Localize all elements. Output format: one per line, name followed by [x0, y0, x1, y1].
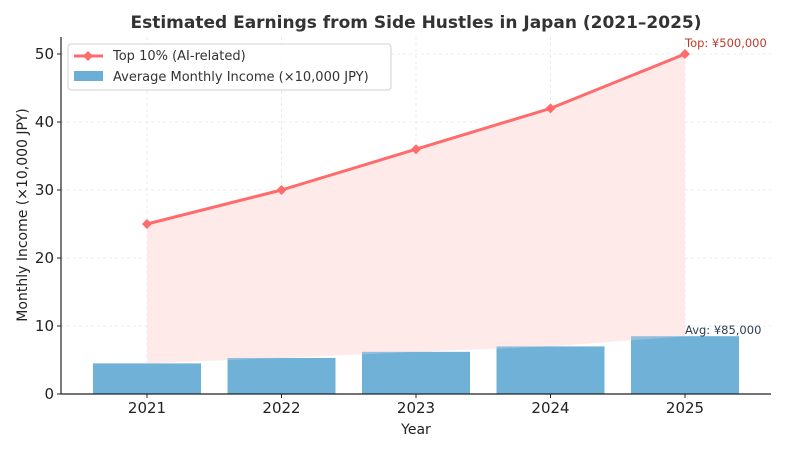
y-tick-label: 30 — [35, 181, 54, 199]
diamond-marker-icon — [545, 103, 556, 114]
annotation-top: Top: ¥500,000 — [684, 36, 767, 50]
bar-2021 — [93, 363, 201, 394]
legend: Top 10% (AI-related) Average Monthly Inco… — [67, 43, 392, 91]
x-tick-label: 2023 — [397, 399, 435, 417]
area-fill — [147, 54, 685, 364]
bar-2023 — [362, 351, 470, 394]
legend-label-average: Average Monthly Income (×10,000 JPY) — [113, 70, 369, 85]
legend-label-top10: Top 10% (AI-related) — [112, 49, 246, 64]
axes: 0 10 20 30 40 50 2021 2022 2023 2024 2025 — [35, 37, 771, 417]
annotations: Top: ¥500,000 Avg: ¥85,000 — [684, 36, 767, 337]
legend-box — [67, 43, 392, 91]
y-axis-label: Monthly Income (×10,000 JPY) — [15, 108, 31, 321]
bar-2024 — [496, 346, 605, 394]
x-axis-label: Year — [400, 422, 431, 438]
annotation-avg: Avg: ¥85,000 — [685, 323, 761, 337]
diamond-marker-icon — [680, 49, 690, 59]
y-tick-label: 10 — [35, 317, 54, 335]
y-tick-label: 20 — [35, 249, 54, 267]
line-series — [142, 49, 690, 229]
diamond-marker-icon — [276, 185, 287, 195]
range-fill-area — [147, 54, 685, 364]
diamond-marker-icon — [142, 219, 152, 229]
bar-2022 — [227, 357, 336, 394]
range-fill-overlay — [147, 54, 685, 364]
bar-2025 — [631, 336, 739, 394]
x-tick-label: 2022 — [262, 399, 300, 417]
x-tick-label: 2025 — [666, 399, 704, 417]
y-tick-label: 50 — [35, 45, 54, 63]
chart-title: Estimated Earnings from Side Hustles in … — [130, 13, 701, 33]
x-tick-label: 2021 — [128, 399, 166, 417]
diamond-marker-icon — [411, 144, 421, 155]
legend-diamond-icon — [83, 51, 93, 61]
legend-bar-swatch — [74, 71, 103, 81]
y-tick-label: 40 — [35, 113, 54, 131]
bar-series — [93, 54, 739, 394]
y-tick-label: 0 — [44, 385, 54, 403]
x-tick-label: 2024 — [531, 399, 569, 417]
